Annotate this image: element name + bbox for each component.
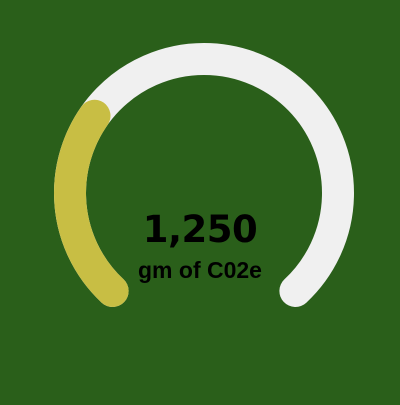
gauge-fill (54, 99, 129, 307)
gauge-value: 1,250 (142, 208, 258, 251)
gauge-unit-label: gm of C02e (138, 257, 262, 283)
